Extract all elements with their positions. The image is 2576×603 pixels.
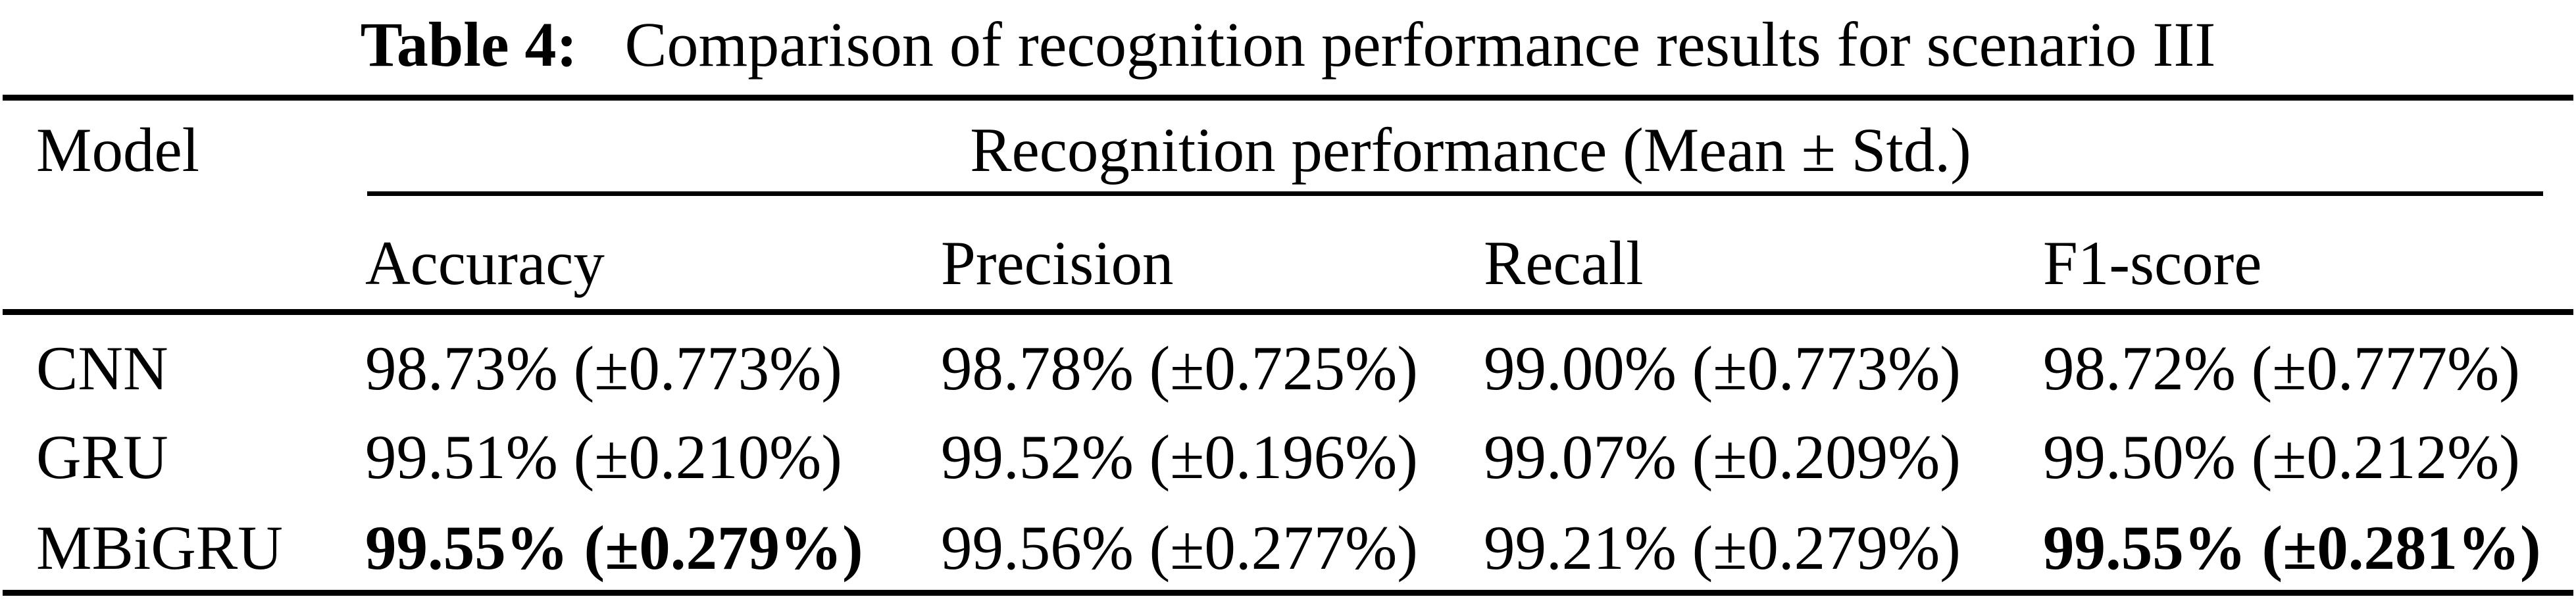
recall-cell: 99.00% (±0.773%) <box>1484 333 1961 403</box>
precision-cell: 98.78% (±0.725%) <box>941 333 1418 403</box>
table-bottom-rule <box>3 590 2573 596</box>
f1-score-cell: 99.50% (±0.212%) <box>2043 422 2520 492</box>
accuracy-cell: 99.55% (±0.279%) <box>365 513 863 583</box>
table-row: GRU 99.51% (±0.210%) 99.52% (±0.196%) 99… <box>0 421 2576 492</box>
caption-spacer <box>593 9 625 80</box>
accuracy-cell: 98.73% (±0.773%) <box>365 333 842 403</box>
accuracy-cell: 99.51% (±0.210%) <box>365 422 842 492</box>
column-header-recall: Recall <box>1484 228 1644 298</box>
column-header-f1-score: F1-score <box>2043 228 2262 298</box>
table-caption: Table 4: Comparison of recognition perfo… <box>0 0 2576 89</box>
column-header-model: Model <box>36 115 200 185</box>
table-top-rule <box>3 95 2573 101</box>
table-group-header-rule <box>367 191 2543 196</box>
column-header-precision: Precision <box>941 228 1174 298</box>
table-caption-text: Comparison of recognition performance re… <box>624 9 2216 80</box>
recall-cell: 99.21% (±0.279%) <box>1484 513 1961 583</box>
table-caption-label: Table 4: <box>360 9 578 80</box>
recall-cell: 99.07% (±0.209%) <box>1484 422 1961 492</box>
table-row: MBiGRU 99.55% (±0.279%) 99.56% (±0.277%)… <box>0 512 2576 583</box>
model-name-cell: MBiGRU <box>36 513 283 583</box>
column-header-accuracy: Accuracy <box>365 228 605 298</box>
model-name-cell: GRU <box>36 422 168 492</box>
table-header-row-metrics: Accuracy Precision Recall F1-score <box>0 227 2576 298</box>
model-name-cell: CNN <box>36 333 168 403</box>
precision-cell: 99.56% (±0.277%) <box>941 513 1418 583</box>
column-header-group: Recognition performance (Mean ± Std.) <box>970 115 1971 185</box>
f1-score-cell: 99.55% (±0.281%) <box>2043 513 2541 583</box>
table-mid-rule <box>3 309 2573 315</box>
table-row: CNN 98.73% (±0.773%) 98.78% (±0.725%) 99… <box>0 332 2576 403</box>
table-header-row-group: Model Recognition performance (Mean ± St… <box>0 110 2576 189</box>
f1-score-cell: 98.72% (±0.777%) <box>2043 333 2520 403</box>
precision-cell: 99.52% (±0.196%) <box>941 422 1418 492</box>
